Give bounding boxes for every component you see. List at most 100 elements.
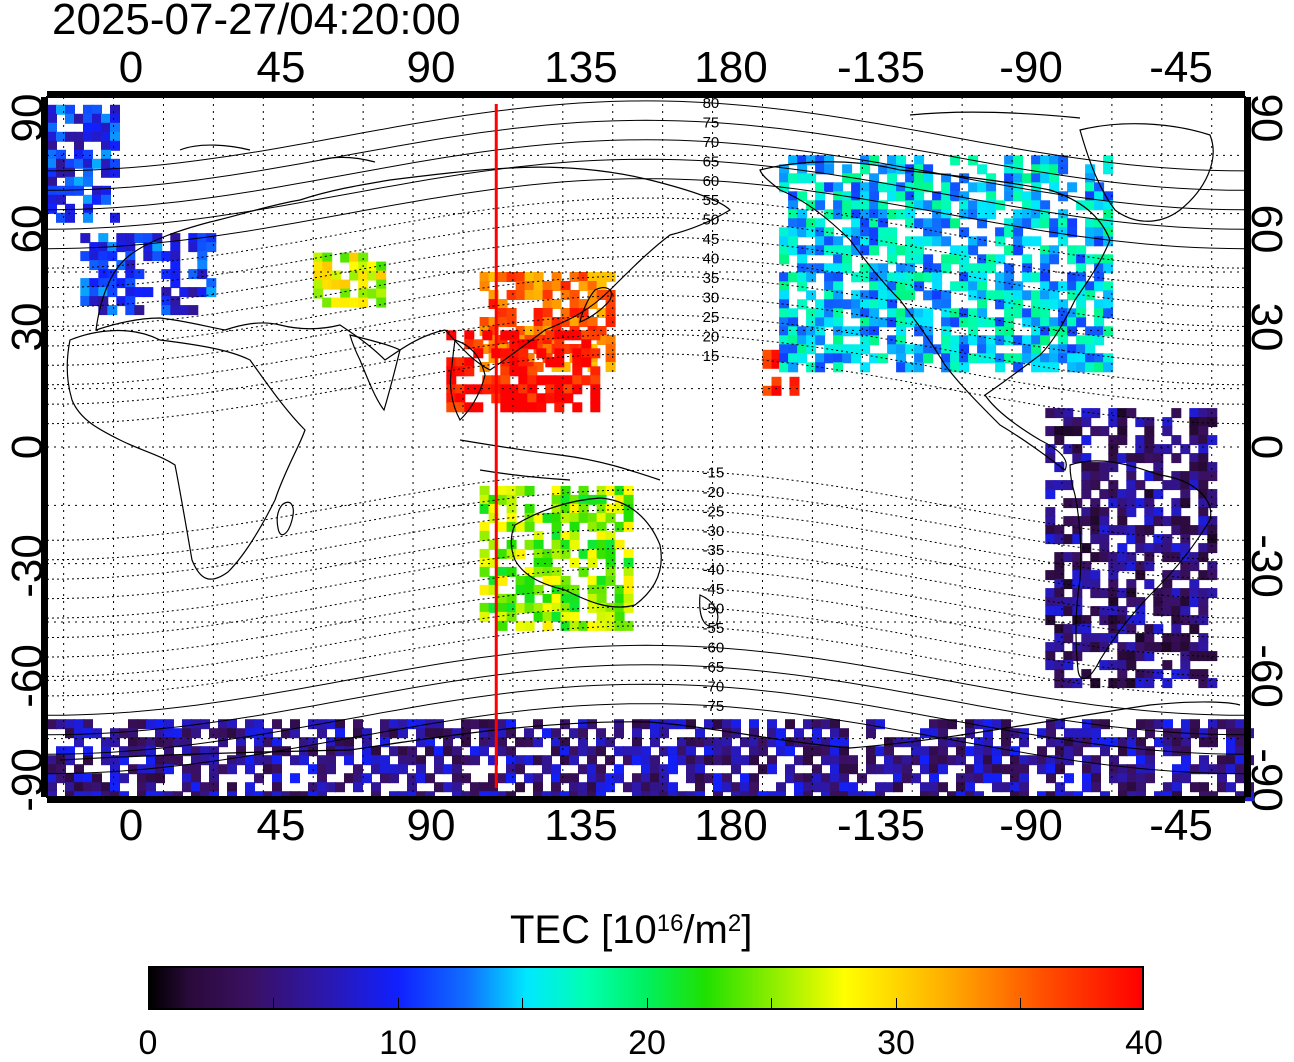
- tec-cell: [614, 503, 625, 514]
- tec-cell: [842, 353, 853, 364]
- tec-cell: [1162, 444, 1173, 455]
- tec-cell: [560, 593, 571, 604]
- tec-cell: [860, 182, 871, 193]
- tec-cell: [479, 503, 490, 514]
- tec-cell: [146, 782, 156, 793]
- coastline-antarctica: [59, 701, 1241, 761]
- tec-cell: [762, 349, 773, 360]
- tec-cell: [833, 308, 844, 319]
- tec-cell: [1037, 755, 1047, 766]
- tec-cell: [206, 233, 217, 244]
- tec-cell: [803, 782, 813, 793]
- tec-cell: [968, 317, 979, 328]
- tec-cell: [218, 728, 228, 739]
- tec-cell: [340, 252, 351, 263]
- tec-cell: [896, 272, 907, 283]
- tec-cell: [914, 326, 925, 337]
- tec-cell: [506, 755, 516, 766]
- tec-cell: [1103, 263, 1114, 274]
- tec-cell: [815, 182, 826, 193]
- tec-cell: [101, 149, 111, 160]
- tec-cell: [779, 308, 790, 319]
- tec-cell: [614, 602, 625, 613]
- tec-cell: [554, 357, 565, 368]
- tec-cell: [1198, 597, 1209, 608]
- tec-cell: [1054, 480, 1065, 491]
- tec-cell: [1144, 426, 1155, 437]
- tec-cell: [587, 299, 598, 309]
- tec-cell: [587, 512, 598, 523]
- tec-cell: [771, 385, 782, 396]
- tec-cell: [1190, 719, 1200, 730]
- tec-cell: [1198, 453, 1209, 464]
- tec-cell: [398, 746, 408, 757]
- tec-cell: [188, 269, 199, 280]
- tec-cell: [713, 737, 723, 748]
- tec-cell: [545, 357, 556, 368]
- tec-cell: [1153, 588, 1164, 599]
- tec-cell: [1180, 669, 1191, 680]
- tec-cell: [74, 176, 84, 187]
- tec-cell: [1040, 281, 1051, 292]
- tec-cell: [968, 335, 979, 346]
- tec-cell: [1135, 651, 1146, 662]
- tec-cell: [905, 245, 916, 256]
- tec-cell: [1108, 408, 1119, 419]
- tec-cell: [110, 113, 120, 124]
- tec-cell: [596, 620, 607, 631]
- tec-cell: [254, 755, 264, 766]
- tec-cell: [605, 602, 616, 613]
- tec-cell: [869, 317, 880, 328]
- tec-cell: [866, 719, 876, 730]
- tec-cell: [560, 737, 570, 748]
- tec-cell: [911, 773, 921, 784]
- tec-cell: [896, 335, 907, 346]
- tec-cell: [1118, 737, 1128, 748]
- tec-cell: [1045, 489, 1056, 500]
- tec-cell: [950, 353, 961, 364]
- tec-cell: [533, 773, 543, 784]
- tec-cell: [995, 326, 1006, 337]
- tec-cell: [704, 746, 714, 757]
- tec-cell: [947, 755, 957, 766]
- tec-cell: [695, 764, 705, 775]
- tec-cell: [455, 393, 466, 404]
- tec-cell: [1082, 737, 1092, 748]
- tec-cell: [1207, 471, 1218, 482]
- tec-cell: [1058, 353, 1069, 364]
- tec-cell: [569, 503, 580, 514]
- magnetic-latitude-label: 70: [703, 134, 720, 151]
- tec-cell: [722, 728, 732, 739]
- tec-cell: [125, 242, 136, 253]
- tec-cell: [464, 339, 475, 350]
- tec-cell: [371, 746, 381, 757]
- tec-cell: [1108, 435, 1119, 446]
- magnetic-latitude-label: 80: [703, 95, 720, 112]
- tec-cell: [1198, 588, 1209, 599]
- tec-cell: [869, 308, 880, 319]
- tec-cell: [1144, 579, 1155, 590]
- tec-cell: [47, 158, 57, 169]
- tec-cell: [578, 566, 589, 577]
- tec-cell: [533, 539, 544, 550]
- tec-cell: [116, 260, 127, 271]
- tec-cell: [1004, 218, 1015, 229]
- tec-cell: [821, 773, 831, 784]
- tec-cell: [497, 593, 508, 604]
- tec-cell: [536, 402, 547, 413]
- tec-cell: [896, 209, 907, 220]
- tec-cell: [758, 764, 768, 775]
- top-lon-tick: 0: [118, 43, 144, 92]
- tec-cell: [322, 261, 333, 272]
- tec-cell: [188, 305, 199, 316]
- tec-cell: [551, 611, 562, 622]
- tec-cell: [488, 539, 499, 550]
- tec-cell: [950, 254, 961, 265]
- tec-cell: [1085, 218, 1096, 229]
- tec-cell: [842, 209, 853, 220]
- tec-cell: [92, 773, 102, 784]
- tec-cell: [860, 344, 871, 355]
- tec-cell: [497, 737, 507, 748]
- tec-cell: [950, 182, 961, 193]
- tec-cell: [932, 218, 943, 229]
